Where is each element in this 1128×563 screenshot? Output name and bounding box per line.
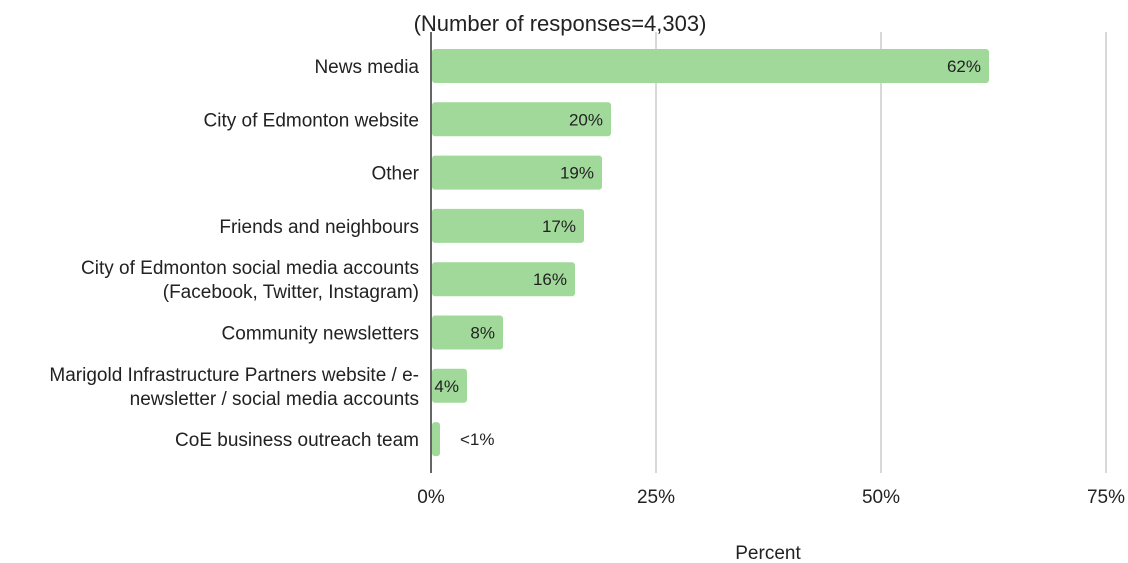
category-label: City of Edmonton social media accounts: [81, 258, 419, 279]
bar: [432, 102, 611, 137]
category-label: News media: [314, 57, 419, 78]
data-labels: 62% 20% 19% 17% 16% 8% 4% <1%: [434, 57, 981, 449]
data-label: 20%: [569, 110, 603, 129]
gridlines: [655, 32, 1107, 473]
data-label: 4%: [434, 377, 459, 396]
chart-subtitle: (Number of responses=4,303): [414, 11, 707, 36]
data-label: 17%: [542, 217, 576, 236]
bar: [432, 208, 584, 243]
category-labels: News media City of Edmonton website Other F…: [49, 57, 419, 451]
data-label: 19%: [560, 164, 594, 183]
category-label: City of Edmonton website: [204, 110, 419, 131]
data-label: <1%: [460, 430, 495, 449]
bar: [432, 155, 602, 190]
x-axis-label: Percent: [735, 543, 801, 563]
category-label: CoE business outreach team: [175, 430, 419, 451]
bar: [432, 315, 503, 350]
data-label: 8%: [470, 324, 495, 343]
x-tick-label: 25%: [637, 487, 675, 508]
x-tick-label: 0%: [417, 487, 445, 508]
category-label: newsletter / social media accounts: [130, 389, 419, 410]
category-label: Other: [371, 164, 419, 185]
category-label: Friends and neighbours: [219, 217, 419, 238]
bar: [432, 422, 440, 457]
bar: [432, 368, 467, 403]
data-label: 16%: [533, 270, 567, 289]
bar: [432, 49, 989, 83]
category-label: (Facebook, Twitter, Instagram): [163, 282, 419, 303]
category-label: Marigold Infrastructure Partners website…: [49, 365, 419, 386]
bars: [432, 49, 989, 457]
bar: [432, 262, 575, 297]
x-tick-labels: 0% 25% 50% 75%: [417, 487, 1125, 508]
data-label: 62%: [947, 57, 981, 76]
x-tick-label: 50%: [862, 487, 900, 508]
x-tick-label: 75%: [1087, 487, 1125, 508]
category-label: Community newsletters: [222, 324, 419, 345]
